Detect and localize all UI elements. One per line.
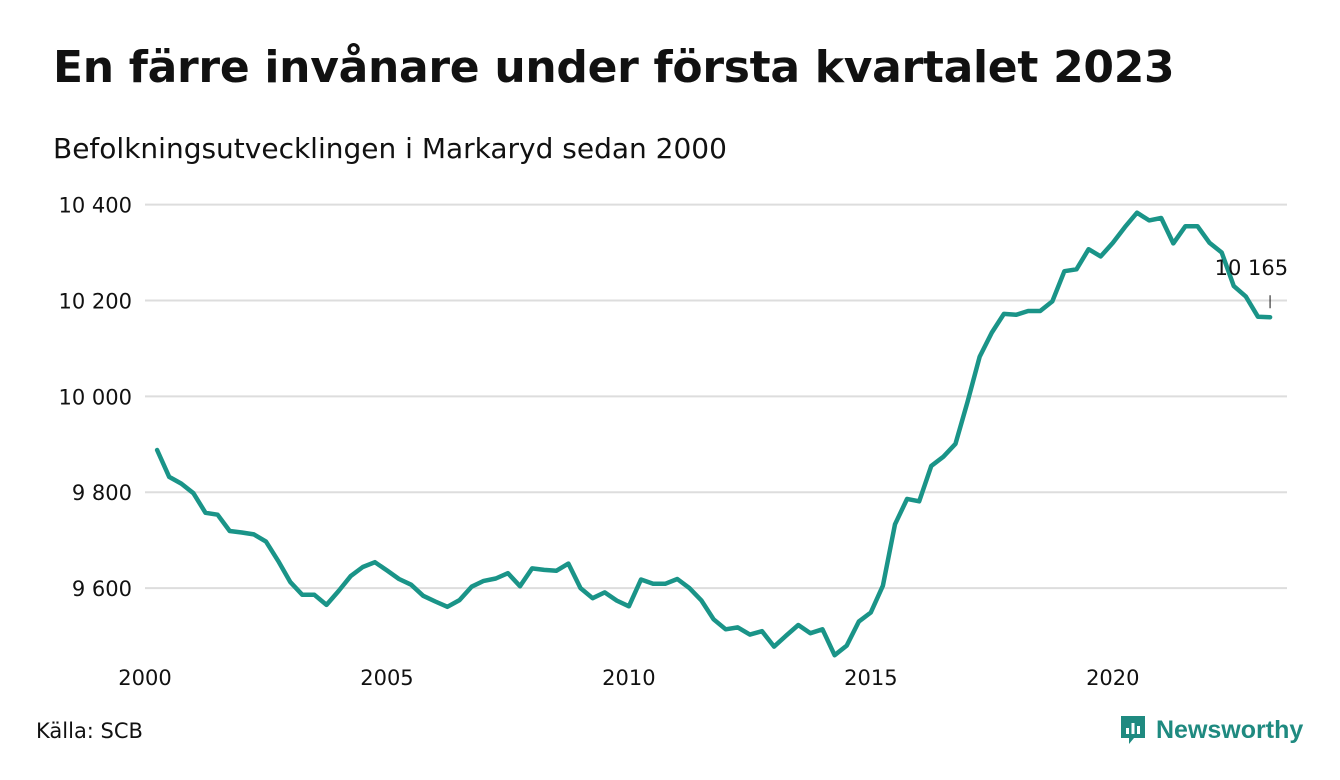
line-chart: 9 600 9 800 10 000 10 200 10 400 2000 2005 201…: [59, 194, 1289, 690]
x-axis-tick-labels: 2000 2005 2010 2015 2020: [118, 666, 1139, 690]
y-tick-label: 9 800: [72, 481, 132, 505]
y-axis-tick-labels: 9 600 9 800 10 000 10 200 10 400: [59, 194, 132, 602]
newsworthy-logo-icon: [1121, 716, 1145, 744]
source-label: Källa: SCB: [36, 719, 143, 743]
population-line: [154, 210, 1273, 658]
brand-name: Newsworthy: [1156, 715, 1304, 744]
x-tick-label: 2010: [602, 666, 655, 690]
y-tick-label: 10 400: [59, 194, 132, 218]
brand-logo: Newsworthy: [1118, 713, 1303, 747]
y-tick-label: 10 000: [59, 385, 132, 409]
last-value-annotation: 10 165: [1215, 256, 1288, 280]
x-tick-label: 2000: [118, 666, 171, 690]
x-tick-label: 2020: [1086, 666, 1139, 690]
grid-lines: [145, 203, 1287, 590]
x-tick-label: 2005: [360, 666, 413, 690]
chart-subtitle: Befolkningsutvecklingen i Markaryd sedan…: [53, 132, 727, 165]
y-tick-label: 9 600: [72, 577, 132, 601]
y-tick-label: 10 200: [59, 289, 132, 313]
chart-title: En färre invånare under första kvartalet…: [53, 42, 1175, 93]
x-tick-label: 2015: [844, 666, 897, 690]
